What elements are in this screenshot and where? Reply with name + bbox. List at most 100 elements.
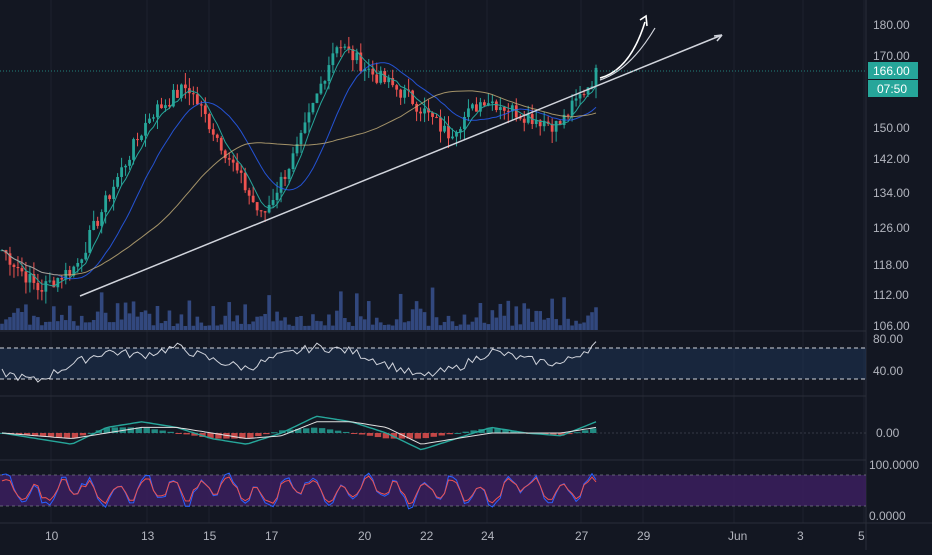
candle-body bbox=[140, 135, 143, 140]
candle-body bbox=[307, 112, 311, 123]
macd-signal-line bbox=[1, 421, 597, 445]
price-tick-label: 126.00 bbox=[873, 221, 910, 235]
volume-bar bbox=[351, 325, 355, 330]
volume-bar bbox=[414, 301, 419, 330]
macd-histogram-bar bbox=[15, 433, 23, 435]
price-tick-label: 106.00 bbox=[873, 319, 910, 333]
candle-body bbox=[534, 120, 538, 125]
volume-bar bbox=[75, 325, 80, 330]
macd-histogram-bar bbox=[366, 433, 374, 436]
candle-body bbox=[44, 281, 48, 292]
macd-line bbox=[1, 415, 597, 451]
candle-body bbox=[112, 186, 116, 200]
volume-bar bbox=[478, 303, 483, 330]
candle-body bbox=[239, 170, 243, 173]
projection-arrow-steep[interactable] bbox=[599, 21, 646, 79]
volume-bar bbox=[382, 325, 387, 330]
rsi-band bbox=[0, 348, 866, 379]
candle-body bbox=[20, 268, 24, 272]
candle-body bbox=[136, 139, 139, 141]
macd-histogram-bar bbox=[302, 428, 310, 433]
rsi-panel[interactable] bbox=[0, 341, 866, 383]
volume-bar bbox=[558, 325, 562, 330]
macd-panel[interactable] bbox=[0, 415, 866, 451]
volume-bar bbox=[494, 317, 499, 330]
macd-histogram-bar bbox=[318, 428, 326, 433]
volume-bar bbox=[20, 312, 24, 330]
volume-bar bbox=[71, 321, 76, 330]
volume-bar bbox=[211, 306, 216, 330]
macd-histogram-bar bbox=[414, 433, 421, 439]
candle-body bbox=[16, 266, 20, 269]
macd-histogram-bar bbox=[175, 433, 182, 434]
volume-bar bbox=[103, 312, 108, 330]
price-axis[interactable]: 180.00 170.00 150.00 142.00 134.00 126.0… bbox=[868, 18, 919, 523]
candle-body bbox=[574, 98, 578, 101]
time-tick-label: 10 bbox=[45, 529, 59, 543]
stochastic-tick-label: 100.0000 bbox=[869, 458, 919, 472]
volume-bar bbox=[48, 321, 52, 330]
projection-arrow[interactable] bbox=[599, 27, 656, 81]
candle-body bbox=[494, 101, 498, 111]
volume-bar bbox=[327, 314, 331, 330]
price-tick-label: 112.00 bbox=[873, 288, 909, 302]
volume-bar bbox=[115, 303, 120, 330]
volume-bar bbox=[506, 300, 511, 330]
volume-bar bbox=[374, 317, 379, 330]
volume-bar bbox=[239, 323, 243, 330]
candle-body bbox=[339, 47, 343, 49]
macd-tick-label: 0.00 bbox=[876, 426, 900, 440]
volume-bar bbox=[454, 325, 459, 330]
candle-body bbox=[590, 86, 594, 88]
volume-bar bbox=[52, 306, 56, 330]
trendline[interactable] bbox=[79, 34, 723, 297]
candle-body bbox=[542, 121, 546, 127]
volume-bar bbox=[175, 323, 180, 330]
volume-bar bbox=[303, 325, 307, 330]
macd-histogram-bar bbox=[382, 433, 390, 439]
macd-histogram-bar bbox=[494, 428, 501, 433]
price-tick-label: 118.00 bbox=[873, 258, 909, 272]
candle-body bbox=[96, 220, 100, 226]
volume-bar bbox=[179, 314, 184, 330]
macd-histogram-bar bbox=[143, 428, 150, 433]
macd-histogram-bar bbox=[590, 428, 597, 433]
volume-bar bbox=[410, 309, 415, 330]
candle-body bbox=[331, 53, 335, 66]
volume-bar bbox=[550, 298, 554, 330]
candle-body bbox=[231, 159, 235, 163]
candle-body bbox=[423, 108, 426, 114]
volume-bar bbox=[466, 324, 471, 330]
macd-histogram-bar bbox=[510, 430, 517, 433]
time-axis[interactable]: 10 13 15 17 20 22 24 27 29 Jun 3 5 bbox=[45, 529, 865, 543]
volume-bar bbox=[386, 324, 391, 330]
volume-bar bbox=[570, 325, 574, 330]
candle-body bbox=[116, 176, 120, 187]
candle-body bbox=[283, 176, 287, 179]
candle-body bbox=[203, 105, 207, 115]
volume-bar bbox=[566, 318, 570, 330]
candle-body bbox=[443, 125, 446, 132]
stochastic-panel[interactable] bbox=[0, 472, 866, 510]
macd-histogram-bar bbox=[263, 433, 270, 435]
candle-body bbox=[100, 212, 104, 226]
macd-histogram-bar bbox=[103, 427, 111, 433]
macd-histogram-bar bbox=[47, 433, 55, 437]
volume-bar bbox=[323, 325, 327, 330]
candle-body bbox=[514, 105, 518, 118]
macd-histogram-bar bbox=[582, 430, 589, 433]
macd-histogram-bar bbox=[446, 433, 453, 435]
volume-bar bbox=[56, 321, 60, 330]
volume-bar bbox=[131, 301, 136, 330]
volume-bar bbox=[44, 321, 48, 330]
price-panel[interactable] bbox=[0, 14, 866, 330]
candle-body bbox=[482, 102, 486, 106]
candle-body bbox=[199, 104, 203, 106]
macd-histogram-bar bbox=[79, 433, 87, 436]
volume-bar bbox=[203, 325, 208, 330]
candle-body bbox=[168, 105, 171, 107]
macd-histogram-bar bbox=[127, 427, 134, 433]
candle-body bbox=[490, 101, 494, 104]
